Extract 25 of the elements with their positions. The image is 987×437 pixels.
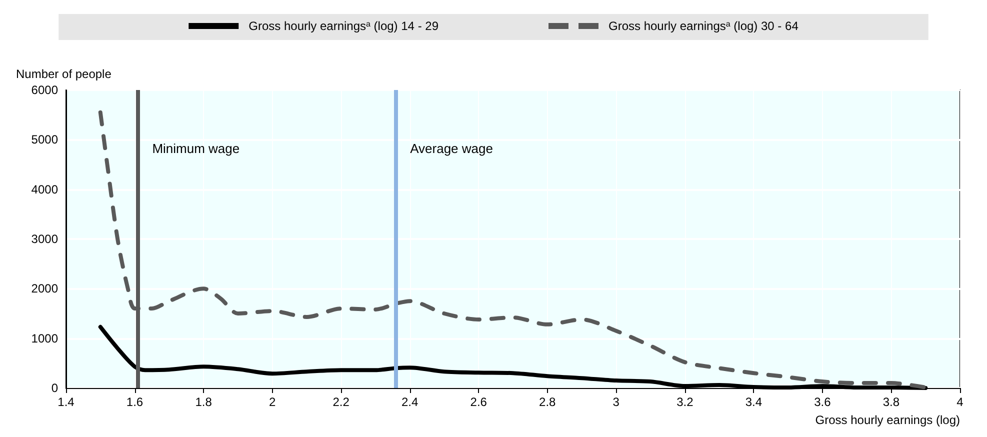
x-tick-label: 3.2 xyxy=(676,395,694,409)
y-tick-label: 0 xyxy=(51,381,58,395)
x-tick-label: 1.4 xyxy=(58,395,75,409)
ref-line-label: Minimum wage xyxy=(152,141,240,156)
y-tick-label: 3000 xyxy=(31,232,58,246)
x-tick-label: 2.8 xyxy=(539,395,556,409)
x-tick-label: 1.6 xyxy=(126,395,144,409)
x-tick-label: 3.8 xyxy=(882,395,900,409)
x-axis-title: Gross hourly earnings (log) xyxy=(815,413,960,427)
x-tick-label: 4 xyxy=(956,395,964,409)
y-tick-label: 2000 xyxy=(31,282,58,296)
ref-line-label: Average wage xyxy=(410,141,493,156)
y-axis-title: Number of people xyxy=(16,67,112,81)
y-tick-label: 4000 xyxy=(31,182,58,196)
x-tick-label: 2.6 xyxy=(470,395,488,409)
y-tick-label: 1000 xyxy=(31,331,58,346)
y-tick-label: 5000 xyxy=(31,132,58,147)
x-tick-label: 2 xyxy=(268,395,276,409)
x-tick-label: 3 xyxy=(612,395,620,409)
x-tick-label: 1.8 xyxy=(195,395,212,409)
x-tick-label: 2.4 xyxy=(402,395,419,409)
x-tick-label: 3.6 xyxy=(814,395,832,409)
x-tick-label: 2.2 xyxy=(332,395,350,409)
x-tick-label: 3.4 xyxy=(745,395,762,409)
y-tick-label: 6000 xyxy=(31,83,58,97)
